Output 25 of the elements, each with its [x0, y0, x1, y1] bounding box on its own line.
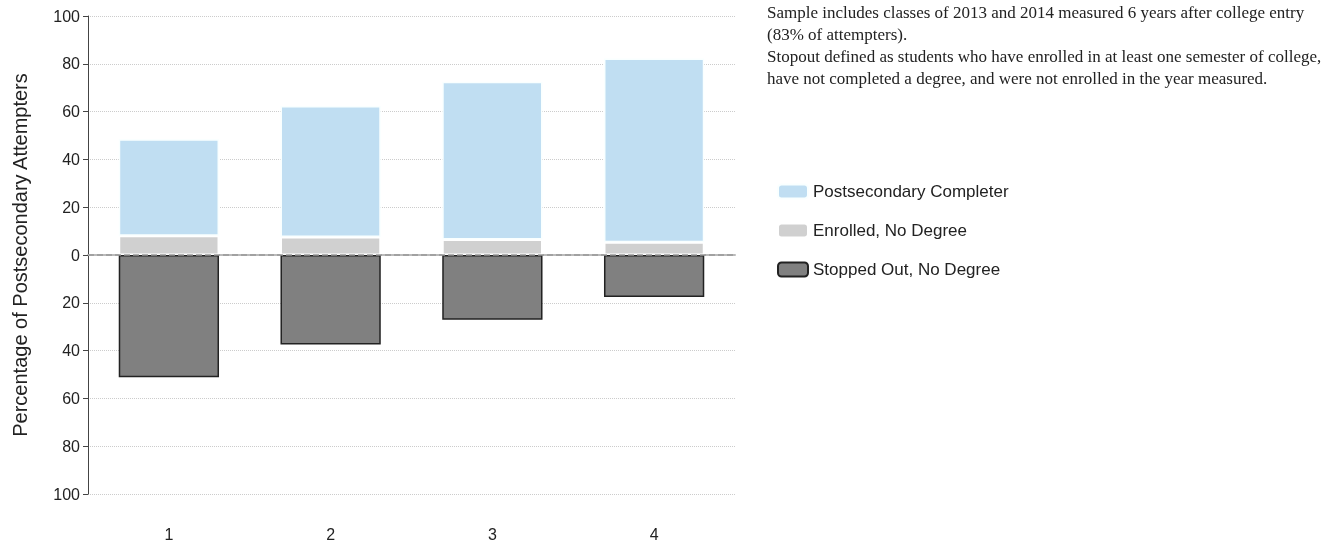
- bar: [118, 255, 220, 378]
- legend-label: Postsecondary Completer: [813, 182, 1009, 201]
- x-tick-label: 1: [164, 525, 174, 543]
- y-tick-label: 80: [62, 437, 81, 455]
- y-tick-label: 80: [62, 55, 81, 73]
- legend-label: Enrolled, No Degree: [813, 221, 968, 240]
- y-tick-label: 100: [53, 7, 81, 25]
- y-tick-label: 100: [53, 485, 81, 503]
- bar: [280, 255, 381, 345]
- text: Sample includes classes of 2013 and 2014 measured 6 years after college entry (83% of attempters).: [767, 2, 1306, 46]
- bar: [442, 255, 543, 320]
- legend-label: Stopped Out, No Degree: [813, 260, 1001, 279]
- x-tick-label: 2: [326, 525, 336, 543]
- y-tick-label: 20: [62, 198, 81, 216]
- y-tick-label: 0: [71, 246, 81, 264]
- y-tick-label: 60: [62, 103, 81, 121]
- x-tick-label: 3: [487, 525, 497, 543]
- text: Stopout defined as students who have enrolled in at least one semester of college, have not completed a degree, and were not enrolled in the year measured.: [767, 46, 1323, 90]
- x-tick-label: 4: [649, 525, 659, 543]
- y-tick-label: 40: [62, 342, 81, 360]
- y-tick-label: 20: [62, 294, 81, 312]
- y-tick-label: 40: [62, 150, 81, 168]
- y-tick-label: 60: [62, 389, 81, 407]
- bar: [603, 255, 705, 298]
- y-axis-title: Percentage of Postsecondary Attempters: [9, 73, 31, 437]
